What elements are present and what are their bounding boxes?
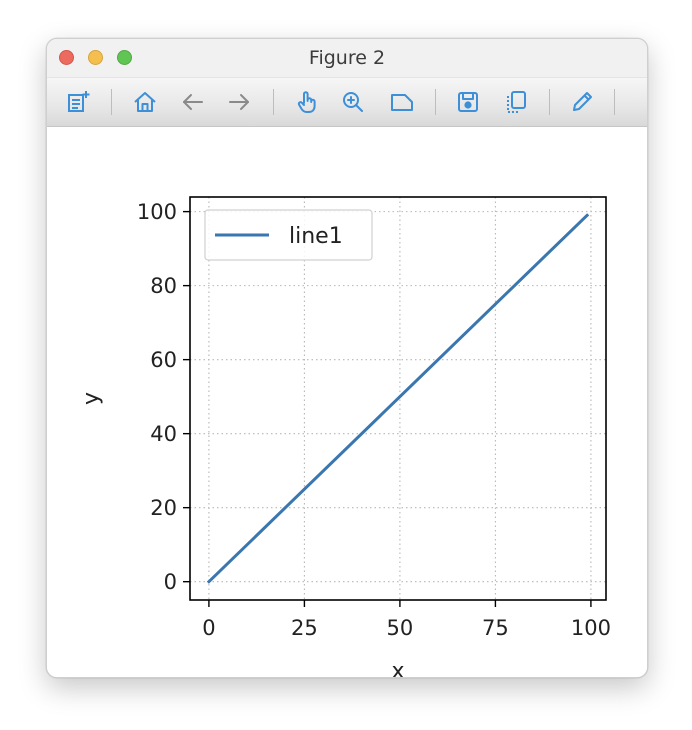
pan-button[interactable] [293,88,321,116]
x-tick-label: 100 [571,616,611,640]
figure-canvas[interactable]: 0 25 50 75 100 0 20 40 60 80 100 x y line1 [47,127,647,677]
figure-window: Figure 2 [46,38,648,678]
new-figure-icon [68,91,90,112]
x-tick-label: 0 [202,616,215,640]
home-button[interactable] [131,88,159,116]
y-tick-label: 0 [164,570,177,594]
back-button[interactable] [179,88,207,116]
maximize-window-button[interactable] [117,50,132,65]
back-arrow-icon [183,94,203,110]
y-tick-label: 20 [150,496,177,520]
legend-label-line1: line1 [289,224,343,249]
save-disk-icon [458,92,478,112]
toolbar-separator [549,89,550,115]
edit-button[interactable] [568,88,596,116]
new-figure-button[interactable] [64,88,92,116]
x-tick-label: 25 [291,616,318,640]
zoom-magnifier-icon [343,92,363,112]
toolbar-separator [435,89,436,115]
legend: line1 [204,209,373,261]
subplots-configure-icon [391,94,413,111]
toolbar-separator [614,89,615,115]
toolbar-separator [111,89,112,115]
series-line-line1 [206,213,590,584]
y-axis-label: y [79,392,104,405]
forward-arrow-icon [229,94,249,110]
x-tick-label: 75 [482,616,509,640]
y-tick-label: 40 [150,422,177,446]
save-button[interactable] [454,88,482,116]
axes-frame [189,196,607,601]
x-axis-label: x [391,659,404,677]
home-icon [134,92,156,112]
minimize-window-button[interactable] [88,50,103,65]
line-chart[interactable]: 0 25 50 75 100 0 20 40 60 80 100 x y line1 [47,127,647,677]
pan-hand-icon [297,91,316,113]
forward-button[interactable] [225,88,253,116]
edit-pencil-icon [573,92,592,111]
close-window-button[interactable] [59,50,74,65]
navigation-toolbar [47,78,647,127]
y-tick-label: 60 [150,348,177,372]
x-tick-label: 50 [387,616,414,640]
zoom-button[interactable] [339,88,367,116]
legend-box [204,209,373,261]
title-bar[interactable]: Figure 2 [47,39,647,78]
window-title: Figure 2 [308,47,386,69]
y-tick-label: 100 [137,200,177,224]
toolbar-separator [273,89,274,115]
subplots-button[interactable] [388,88,416,116]
copy-button[interactable] [502,88,530,116]
copy-clipboard-icon [507,91,526,113]
y-tick-label: 80 [150,274,177,298]
